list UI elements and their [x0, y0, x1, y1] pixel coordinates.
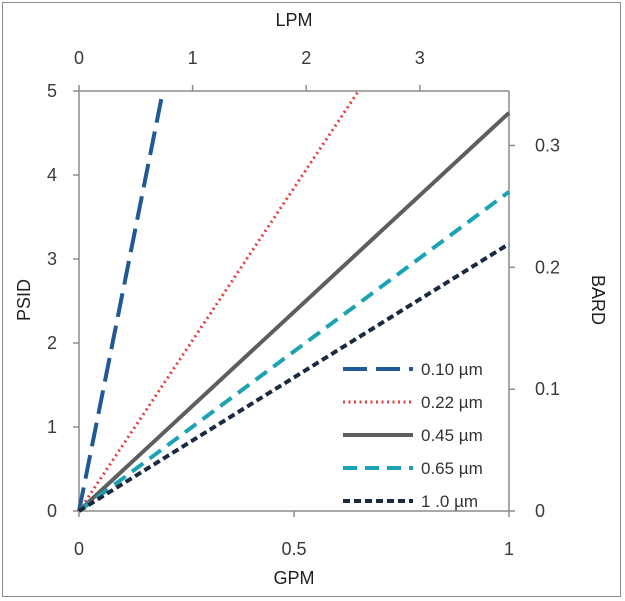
x-tick-label: 1: [504, 539, 514, 559]
y-tick-label: 3: [47, 249, 57, 269]
y-tick-label: 4: [47, 165, 57, 185]
y2-tick-label: 0.2: [535, 257, 560, 277]
y-tick-label: 5: [47, 81, 57, 101]
y2-tick-label: 0: [535, 501, 545, 521]
y-tick-label: 1: [47, 417, 57, 437]
x-tick-label: 0: [74, 539, 84, 559]
x2-axis-title: LPM: [275, 10, 312, 30]
legend-label-5: 1 .0 µm: [421, 492, 478, 511]
series-line-2: [77, 90, 360, 512]
y2-axis-title: BARD: [588, 275, 608, 325]
series-line-5: [77, 242, 511, 513]
legend-label-1: 0.10 µm: [421, 360, 483, 379]
legend: 0.10 µm 0.22 µm 0.45 µm 0.65 µm 1 .0 µm: [343, 360, 483, 511]
x2-tick-label: 3: [415, 48, 425, 68]
x2-tick-label: 2: [301, 48, 311, 68]
x2-tick-label: 0: [74, 48, 84, 68]
series-line-1: [77, 90, 165, 512]
x2-tick-label: 1: [188, 48, 198, 68]
legend-label-3: 0.45 µm: [421, 426, 483, 445]
y-tick-label: 0: [47, 501, 57, 521]
y-tick-label: 2: [47, 333, 57, 353]
series-layer: [77, 90, 511, 513]
y2-tick-label: 0.1: [535, 379, 560, 399]
series-line-4: [77, 190, 511, 513]
y2-tick-label: 0.3: [535, 135, 560, 155]
series-line-3: [77, 111, 511, 513]
legend-label-4: 0.65 µm: [421, 459, 483, 478]
legend-label-2: 0.22 µm: [421, 393, 483, 412]
x-axis-title: GPM: [273, 568, 314, 588]
x-tick-label: 0.5: [281, 539, 306, 559]
y-axis-title: PSID: [14, 279, 34, 321]
